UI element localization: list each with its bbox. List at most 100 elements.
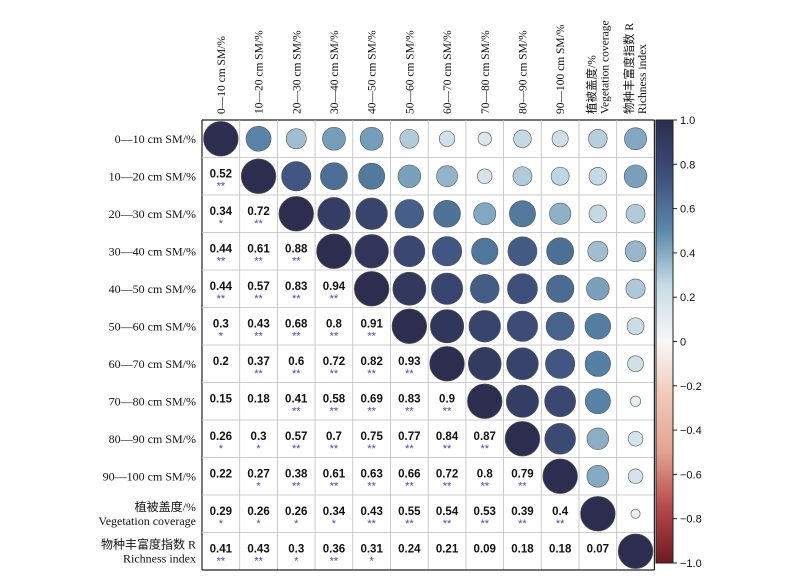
colorbar-tick-label: −1.0 (680, 558, 702, 570)
correlation-value: 0.77 (398, 431, 420, 443)
correlation-grid (201, 119, 656, 571)
correlation-value: 0.22 (210, 468, 232, 480)
correlation-circle (505, 384, 539, 418)
correlation-circle (550, 166, 570, 186)
significance-mark: ** (292, 480, 301, 492)
correlation-circle (470, 274, 500, 304)
correlation-circle (509, 200, 536, 228)
correlation-value: 0.34 (323, 506, 346, 518)
correlation-circle (358, 162, 386, 190)
column-label: 物种丰富度指数 R (622, 23, 636, 114)
correlation-value: 0.84 (436, 431, 459, 443)
significance-mark: ** (217, 255, 226, 267)
column-label: Vegetation coverage (599, 20, 611, 114)
significance-mark: ** (443, 518, 452, 530)
significance-mark: ** (443, 443, 452, 455)
correlation-value: 0.88 (285, 243, 308, 255)
significance-mark: ** (367, 518, 376, 530)
row-label: 植被盖度/% (135, 499, 196, 514)
correlation-value: 0.37 (247, 356, 269, 368)
correlation-circle (617, 533, 654, 569)
correlation-circle (399, 128, 420, 149)
correlation-circle (467, 383, 503, 419)
column-label: 90—100 cm SM/% (555, 24, 567, 114)
correlation-circle (630, 395, 642, 407)
row-label: 10—20 cm SM/% (109, 169, 196, 183)
colorbar-gradient (655, 119, 674, 564)
correlation-value: 0.18 (549, 543, 572, 555)
correlation-value: 0.26 (285, 506, 307, 518)
significance-mark: ** (330, 368, 339, 380)
correlation-circle (506, 347, 539, 380)
significance-mark: ** (217, 293, 226, 305)
correlation-circle (507, 236, 538, 267)
correlation-circle (512, 166, 533, 187)
correlation-value: 0.93 (398, 356, 420, 368)
correlation-value: 0.53 (474, 506, 496, 518)
correlation-circle (431, 272, 464, 305)
correlation-circle (625, 203, 646, 224)
correlation-value: 0.8 (477, 468, 494, 480)
correlation-value: 0.91 (360, 318, 383, 330)
significance-mark: ** (330, 443, 339, 455)
column-label: 20—30 cm SM/% (291, 30, 303, 114)
correlation-value: 0.75 (360, 431, 383, 443)
matrix-cells: 0.52**0.34*0.72**0.44**0.61**0.88**0.44*… (203, 121, 654, 569)
correlation-value: 0.44 (210, 281, 233, 293)
significance-mark: * (219, 330, 224, 342)
significance-mark: ** (330, 330, 339, 342)
significance-mark: * (256, 480, 261, 492)
correlation-value: 0.34 (210, 206, 233, 218)
correlation-circle (626, 317, 645, 336)
correlation-circle (467, 346, 502, 381)
colorbar-tick-label: −0.6 (680, 469, 702, 481)
correlation-circle (546, 237, 574, 266)
correlation-value: 0.94 (323, 281, 346, 293)
correlation-value: 0.41 (210, 543, 233, 555)
colorbar-tick-label: −0.4 (680, 425, 702, 437)
row-label: 物种丰富度指数 R (101, 536, 196, 551)
correlation-value: 0.66 (398, 468, 420, 480)
correlation-value: 0.29 (210, 506, 232, 518)
significance-mark: ** (405, 518, 414, 530)
correlation-value: 0.18 (511, 543, 534, 555)
significance-mark: ** (292, 255, 301, 267)
significance-mark: * (256, 518, 261, 530)
significance-mark: ** (254, 293, 263, 305)
correlation-value: 0.68 (285, 318, 308, 330)
correlation-value: 0.9 (439, 393, 455, 405)
correlation-value: 0.24 (398, 543, 421, 555)
correlation-circle (477, 131, 492, 146)
correlation-value: 0.21 (436, 543, 459, 555)
correlation-value: 0.6 (288, 356, 304, 368)
significance-mark: ** (254, 218, 263, 230)
correlation-value: 0.61 (323, 468, 346, 480)
colorbar-tick-label: 0.2 (680, 292, 695, 304)
row-label: 80—90 cm SM/% (109, 432, 196, 446)
colorbar-tick-label: 0.6 (680, 204, 695, 216)
significance-mark: ** (367, 405, 376, 417)
correlation-circle (397, 164, 422, 188)
correlation-value: 0.36 (323, 543, 345, 555)
correlation-circle (580, 496, 616, 532)
correlation-value: 0.3 (213, 318, 229, 330)
significance-mark: ** (367, 368, 376, 380)
correlation-value: 0.72 (247, 206, 269, 218)
correlation-value: 0.61 (247, 243, 270, 255)
significance-mark: * (332, 518, 337, 530)
correlation-circle (630, 508, 641, 519)
correlation-circle (203, 121, 239, 157)
row-label: 0—10 cm SM/% (115, 132, 196, 146)
correlation-circle (588, 129, 608, 149)
correlation-circle (624, 127, 647, 151)
significance-mark: ** (292, 368, 301, 380)
column-label: Richness index (637, 44, 649, 114)
correlation-circle (433, 200, 461, 228)
correlation-circle (504, 421, 541, 457)
significance-mark: ** (292, 443, 301, 455)
row-label: Richness index (123, 551, 196, 565)
correlation-circle (627, 431, 644, 447)
correlation-circle (542, 458, 578, 494)
correlation-circle (436, 165, 458, 188)
column-label: 50—60 cm SM/% (404, 30, 416, 114)
